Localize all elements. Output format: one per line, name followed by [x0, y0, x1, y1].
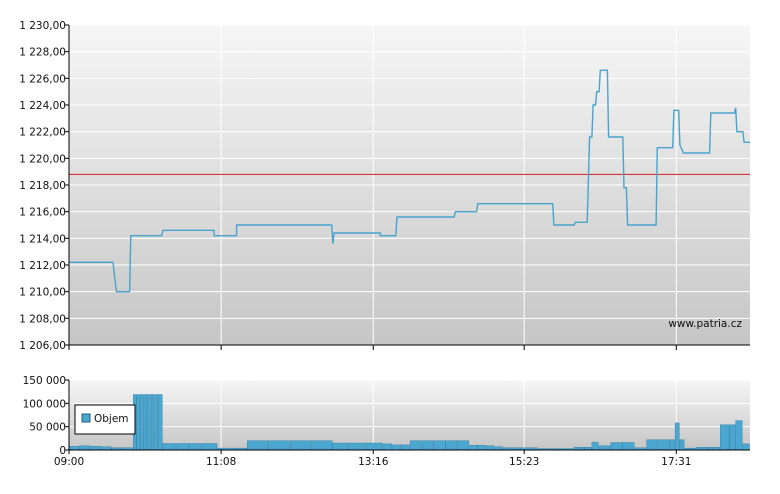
- volume-y-axis-ticks: 0 50 000 100 000 150 000: [23, 375, 69, 457]
- volume-bar: [421, 440, 434, 451]
- price-y-tick-label: 1 226,00: [19, 73, 66, 85]
- price-y-tick-label: 1 214,00: [19, 233, 66, 245]
- volume-legend: Objem: [74, 404, 136, 435]
- volume-bar: [79, 445, 90, 451]
- volume-bar: [401, 444, 410, 451]
- volume-bar: [610, 442, 623, 451]
- volume-bar: [658, 439, 671, 451]
- volume-bar: [477, 445, 486, 451]
- volume-bar: [486, 445, 495, 451]
- price-y-tick-label: 1 224,00: [19, 100, 66, 112]
- volume-y-tick-label: 100 000: [23, 398, 66, 410]
- volume-bar: [670, 439, 675, 451]
- volume-bar: [140, 394, 144, 451]
- volume-bar: [735, 420, 743, 451]
- volume-bar: [268, 440, 290, 451]
- price-y-tick-label: 1 222,00: [19, 127, 66, 139]
- volume-bar: [445, 440, 458, 451]
- volume-bar: [90, 446, 101, 451]
- watermark-text[interactable]: www.patria.cz: [668, 318, 742, 330]
- volume-bar: [289, 440, 312, 451]
- price-y-tick-label: 1 220,00: [19, 153, 66, 165]
- price-chart: 1 206,00 1 208,00 1 210,00 1 212,00 1 214,00…: [19, 20, 750, 352]
- volume-bar: [679, 439, 685, 451]
- volume-bar: [147, 394, 151, 451]
- price-y-tick-label: 1 230,00: [19, 20, 66, 32]
- time-tick-label: 13:16: [358, 456, 389, 468]
- volume-bar: [136, 394, 140, 451]
- volume-bar: [409, 440, 422, 451]
- volume-bar: [143, 394, 148, 451]
- price-gridlines: [68, 24, 750, 346]
- volume-bar: [591, 441, 599, 451]
- legend-swatch-objem: [81, 413, 91, 423]
- volume-bar: [382, 443, 392, 451]
- volume-bar: [311, 440, 333, 451]
- volume-bar: [469, 445, 478, 451]
- price-axis-lines: [68, 25, 750, 350]
- price-y-tick-label: 1 216,00: [19, 207, 66, 219]
- volume-bar: [150, 394, 155, 451]
- volume-bar: [365, 442, 383, 451]
- volume-bar: [349, 442, 366, 451]
- volume-bar: [674, 422, 680, 451]
- volume-bar: [175, 443, 189, 451]
- volume-bar: [598, 445, 611, 451]
- volume-bar: [433, 440, 446, 451]
- price-y-axis-ticks: 1 206,00 1 208,00 1 210,00 1 212,00 1 214,00…: [19, 20, 69, 352]
- volume-bar: [68, 446, 80, 451]
- volume-y-tick-label: 50 000: [29, 422, 66, 434]
- volume-bar: [646, 439, 659, 451]
- time-tick-label: 17:31: [661, 456, 691, 468]
- price-y-tick-label: 1 212,00: [19, 260, 66, 272]
- time-tick-label: 09:00: [54, 456, 84, 468]
- price-y-tick-label: 1 210,00: [19, 287, 66, 299]
- volume-bar: [188, 443, 202, 451]
- volume-bar: [332, 442, 349, 451]
- price-y-tick-label: 1 218,00: [19, 180, 66, 192]
- time-axis-ticks: 09:00 11:08 13:16 15:23 17:31: [54, 450, 691, 468]
- price-y-tick-label: 1 206,00: [19, 340, 66, 352]
- price-y-tick-label: 1 208,00: [19, 313, 66, 325]
- volume-plot-area: [69, 380, 750, 450]
- volume-bar: [729, 424, 736, 451]
- volume-y-tick-label: 0: [59, 445, 66, 457]
- volume-axis-lines: [68, 380, 750, 451]
- volume-y-tick-label: 150 000: [23, 375, 66, 387]
- volume-bar: [157, 394, 163, 451]
- price-y-tick-label: 1 228,00: [19, 47, 66, 59]
- volume-bar: [162, 443, 176, 451]
- volume-bar: [392, 444, 402, 451]
- volume-bar: [622, 442, 635, 451]
- time-tick-label: 15:23: [509, 456, 539, 468]
- volume-bar: [154, 394, 158, 451]
- time-tick-label: 11:08: [206, 456, 236, 468]
- volume-bar: [247, 440, 269, 451]
- price-series-line: [69, 69, 750, 293]
- volume-bar: [457, 440, 470, 451]
- volume-bar: [201, 443, 218, 451]
- volume-bar: [742, 443, 750, 451]
- volume-chart: 0 50 000 100 000 150 000 09:00 11:08 13:16 15:…: [23, 375, 750, 468]
- legend-label-objem: Objem: [94, 413, 129, 425]
- volume-bar: [720, 424, 730, 451]
